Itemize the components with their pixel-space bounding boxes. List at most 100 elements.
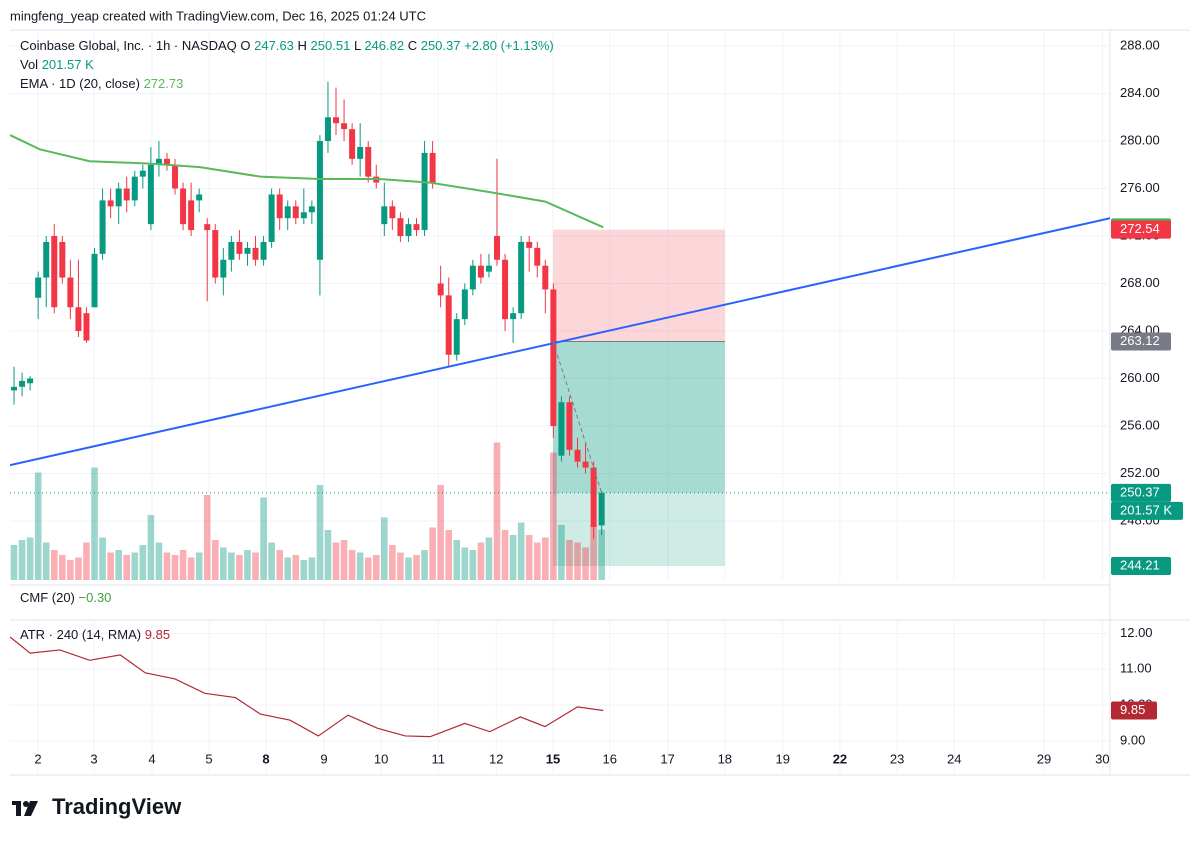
candle-body	[461, 289, 468, 320]
legend-value: 250.37	[421, 38, 461, 53]
volume-bar	[582, 547, 589, 580]
volume-bar	[34, 472, 42, 580]
candle-body	[155, 158, 162, 165]
candle-body	[405, 224, 412, 237]
volume-bar	[477, 542, 485, 580]
legend-key: ATR · 240 (14, RMA)	[20, 627, 141, 642]
volume-bar	[203, 495, 211, 580]
target-progress	[553, 341, 725, 493]
volume-bar	[517, 522, 525, 580]
x-tick-label: 19	[776, 751, 790, 766]
volume-bar	[389, 545, 396, 580]
volume-bar	[18, 540, 26, 580]
candle-body	[357, 146, 364, 159]
candle-body	[413, 224, 420, 231]
candle-body	[421, 152, 428, 231]
volume-bar	[139, 545, 147, 580]
candle-body	[598, 492, 605, 526]
volume-bar	[123, 555, 131, 580]
candle-body	[252, 247, 259, 260]
volume-bar	[179, 550, 187, 580]
credit: mingfeng_yeap created with TradingView.c…	[10, 8, 426, 23]
x-tick-label: 16	[602, 751, 616, 766]
legend-key: C	[408, 38, 417, 53]
atr-line	[10, 636, 604, 738]
x-tick-label: 12	[489, 751, 503, 766]
candle-body	[590, 467, 597, 527]
price-label-box	[1111, 220, 1171, 239]
price-label-box	[1111, 332, 1171, 351]
x-tick-label: 17	[660, 751, 674, 766]
legend-key: H	[298, 38, 307, 53]
volume-bar	[268, 542, 275, 580]
volume-bar	[437, 485, 444, 580]
legend-key: O	[240, 38, 250, 53]
candle-body	[260, 241, 267, 260]
candle-body	[123, 188, 130, 201]
volume-bar	[163, 552, 171, 580]
candle-body	[510, 313, 517, 320]
candle-body	[172, 164, 179, 189]
candle-body	[276, 194, 283, 219]
candle-body	[244, 247, 251, 254]
legend-key: CMF (20)	[20, 590, 75, 605]
volume-bar	[324, 530, 332, 580]
volume-bar	[300, 560, 308, 580]
volume-bar	[397, 552, 404, 580]
volume-bar	[429, 527, 436, 580]
candle-body	[147, 164, 154, 225]
volume-bar	[574, 542, 581, 580]
volume-bar	[284, 557, 292, 580]
volume-bar	[485, 537, 493, 580]
overlay: 2 3 4 5 8 9 10 11 12 15 16 17 18 19 22 23 24 29 30248.0025…	[10, 37, 1183, 766]
candle-body	[11, 386, 18, 391]
candle-body	[59, 241, 66, 278]
candle-body	[333, 117, 340, 124]
price-label: 272.54	[1120, 221, 1160, 236]
legend-key: L	[354, 38, 361, 53]
volume-bar	[155, 542, 163, 580]
x-tick-label: 22	[833, 751, 847, 766]
y-tick-label: 260.00	[1120, 370, 1160, 385]
candle-body	[341, 123, 348, 130]
volume-bar	[50, 550, 58, 580]
volume-bar	[493, 442, 501, 580]
price-label: 250.37	[1120, 484, 1160, 499]
volume-bar	[590, 525, 597, 580]
x-tick-label: 3	[90, 751, 97, 766]
candle-body	[228, 241, 235, 260]
y-tick-label: 288.00	[1120, 37, 1160, 52]
volume-bar	[509, 535, 517, 580]
symbol: Coinbase Global, Inc. · 1h · NASDAQ	[20, 38, 237, 53]
volume-bar	[364, 557, 372, 580]
legend-value: 246.82	[364, 38, 404, 53]
candle-body	[494, 236, 501, 260]
y-tick-label: 284.00	[1120, 85, 1160, 100]
volume-bar	[187, 557, 195, 580]
volume-bar	[372, 555, 380, 580]
volume-bar	[453, 540, 461, 580]
y-tick-label: 252.00	[1120, 465, 1160, 480]
candle-body	[349, 129, 356, 159]
volume-bar	[348, 550, 356, 580]
volume-bar	[99, 537, 106, 580]
y-tick-label: 9.00	[1120, 732, 1145, 747]
candle-body	[196, 194, 203, 201]
x-tick-label: 8	[262, 751, 269, 766]
legend-value: 201.57 K	[42, 57, 94, 72]
main-pane	[10, 30, 1110, 580]
candle-body	[381, 206, 388, 225]
volume-label: 201.57 K	[1120, 502, 1172, 517]
volume-bar	[276, 550, 283, 580]
volume-bar	[211, 540, 219, 580]
volume-bar	[381, 517, 388, 580]
y-tick-label: 12.00	[1120, 625, 1153, 640]
legend: Coinbase Global, Inc. · 1h · NASDAQ O 24…	[20, 38, 554, 53]
candle-body	[163, 158, 170, 165]
candle-body	[316, 141, 323, 260]
volume-bar	[115, 550, 122, 580]
volume-bar	[542, 537, 549, 580]
y-tick-label: 276.00	[1120, 180, 1160, 195]
y-tick-label: 11.00	[1120, 661, 1152, 676]
legend: EMA · 1D (20, close) 272.73	[20, 76, 183, 91]
